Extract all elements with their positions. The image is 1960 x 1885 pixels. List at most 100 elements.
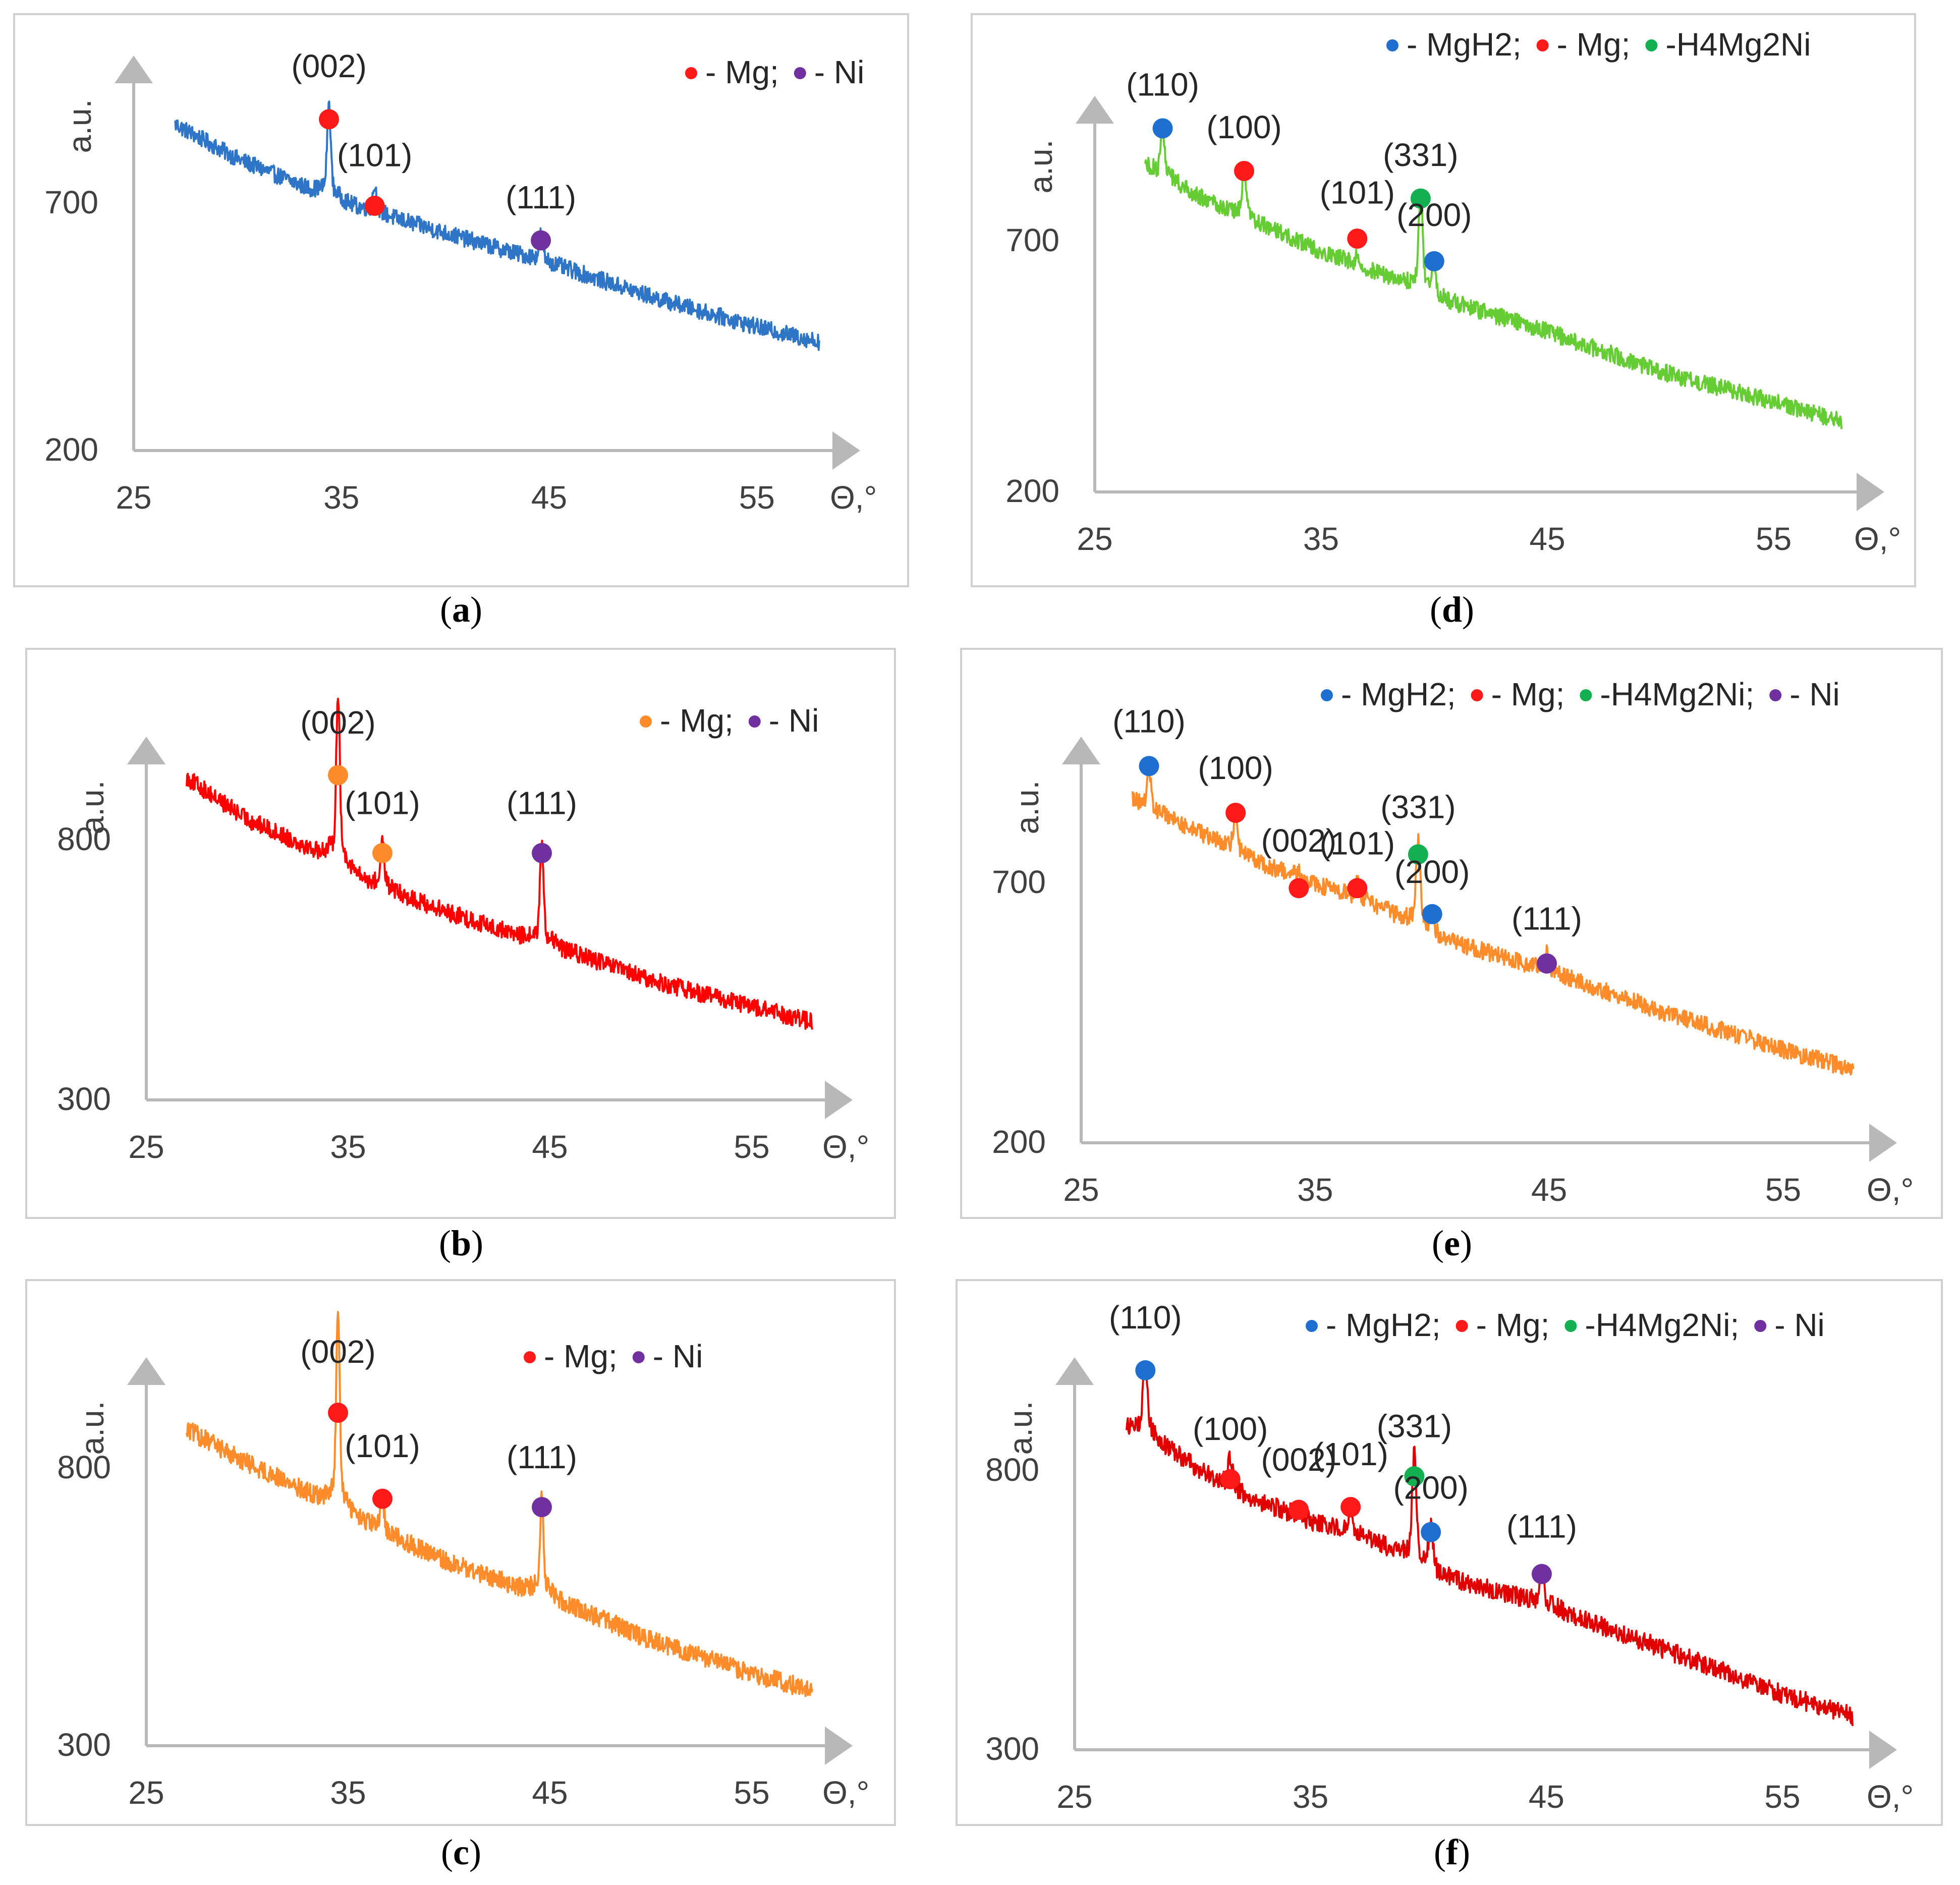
panel-frame xyxy=(25,1279,896,1826)
chart-panel-e: 25 35 45 55 Θ,° 200 700 a.u. (110) (100) (002)(101… xyxy=(960,648,1943,1263)
legend-marker xyxy=(685,67,697,79)
peak-label: (100) xyxy=(1193,1411,1268,1447)
caption-letter: a xyxy=(452,589,470,630)
x-tick-label: 25 xyxy=(128,1775,164,1811)
peak-label: (200) xyxy=(1396,197,1472,233)
y-axis-title: a.u. xyxy=(1002,1401,1039,1455)
y-axis-title: a.u. xyxy=(1023,140,1059,194)
legend-label: - Ni xyxy=(769,702,819,739)
peak-label: (002) xyxy=(1261,822,1336,859)
y-axis-title: a.u. xyxy=(1009,781,1045,835)
xrd-series-line xyxy=(186,1311,813,1697)
legend-label: - Mg; xyxy=(1491,676,1565,712)
legend-label: - MgH2; xyxy=(1341,676,1456,712)
y-axis-arrow xyxy=(127,1357,165,1385)
x-axis-title: Θ,° xyxy=(830,479,877,516)
legend-marker xyxy=(640,715,652,728)
y-tick-label: 300 xyxy=(57,1727,111,1763)
x-tick-label: 55 xyxy=(1764,1779,1800,1815)
y-tick-label: 800 xyxy=(57,1449,111,1485)
x-tick-label: 55 xyxy=(734,1775,769,1811)
legend-label: -H4Mg2Ni xyxy=(1665,26,1811,63)
peak-marker-mg xyxy=(1347,878,1368,899)
panel-frame xyxy=(13,13,909,587)
panel-frame xyxy=(956,1279,1943,1826)
caption-paren: ( xyxy=(441,1832,453,1872)
panel-caption: (f) xyxy=(1434,1832,1470,1872)
chart-panel-a: 25 35 45 55 Θ,° 200 700 a.u. (002) (101) (111) - Mg… xyxy=(13,13,909,630)
peak-label: (101) xyxy=(345,1428,420,1464)
peak-label: (101) xyxy=(1313,1436,1388,1472)
y-tick-label: 200 xyxy=(44,431,98,468)
peak-marker-mg xyxy=(1347,229,1368,249)
peak-label: (110) xyxy=(1126,67,1199,103)
y-tick-label: 700 xyxy=(1005,222,1059,258)
peak-label: (002) xyxy=(1261,1442,1336,1478)
xrd-series-line xyxy=(1125,1363,1854,1727)
peak-label: (331) xyxy=(1377,1408,1452,1445)
legend-label: - Mg; xyxy=(1476,1307,1550,1343)
x-tick-label: 45 xyxy=(532,1129,568,1165)
y-axis-arrow xyxy=(1076,96,1114,124)
peak-marker-mgh2 xyxy=(1152,118,1173,139)
panel-caption: (c) xyxy=(441,1832,481,1872)
panel-caption: (e) xyxy=(1432,1223,1472,1263)
panel-caption: (d) xyxy=(1430,589,1474,630)
peak-marker-h4mg2ni xyxy=(1404,1466,1425,1487)
legend-label: - Ni xyxy=(1774,1307,1825,1343)
peak-label: (110) xyxy=(1112,703,1186,739)
peak-marker-mg xyxy=(328,1403,348,1423)
caption-paren: ( xyxy=(440,589,452,630)
legend-marker xyxy=(1471,689,1483,701)
peak-label: (002) xyxy=(291,48,366,84)
x-tick-label: 25 xyxy=(1056,1779,1092,1815)
y-tick-label: 800 xyxy=(57,821,111,857)
legend-marker xyxy=(794,67,806,79)
x-axis-title: Θ,° xyxy=(822,1129,869,1165)
caption-paren: ) xyxy=(470,589,482,630)
x-tick-label: 25 xyxy=(1063,1172,1099,1208)
legend-marker xyxy=(1536,39,1549,51)
legend-label: - MgH2; xyxy=(1407,26,1522,63)
x-tick-label: 55 xyxy=(739,479,775,516)
y-tick-label: 800 xyxy=(985,1452,1039,1488)
legend-marker xyxy=(632,1351,645,1363)
caption-paren: ) xyxy=(469,1832,481,1872)
x-tick-label: 35 xyxy=(330,1129,366,1165)
x-axis-arrow xyxy=(825,1727,853,1765)
y-tick-label: 300 xyxy=(57,1081,111,1117)
caption-paren: ) xyxy=(1460,1223,1472,1263)
y-tick-label: 200 xyxy=(992,1124,1046,1160)
panel-frame xyxy=(25,648,896,1219)
peak-marker-ni xyxy=(1537,953,1557,974)
y-tick-label: 300 xyxy=(985,1731,1039,1767)
peak-marker-mgh2 xyxy=(1139,756,1159,777)
peak-marker-mg xyxy=(372,843,393,863)
x-tick-label: 25 xyxy=(1077,521,1112,557)
x-tick-label: 25 xyxy=(128,1129,164,1165)
peak-label: (002) xyxy=(300,704,375,741)
peak-marker-mg xyxy=(1220,1469,1241,1489)
peak-marker-ni xyxy=(532,1497,552,1517)
caption-letter: f xyxy=(1446,1832,1459,1872)
peak-marker-mgh2 xyxy=(1421,1522,1441,1542)
peak-marker-ni xyxy=(1531,1564,1552,1584)
legend-marker xyxy=(748,715,761,728)
peak-marker-mgh2 xyxy=(1135,1360,1156,1380)
peak-label: (002) xyxy=(300,1334,375,1370)
y-tick-label: 200 xyxy=(1005,473,1059,509)
legend-marker xyxy=(524,1351,536,1363)
xrd-series-line xyxy=(1144,119,1843,429)
x-tick-label: 35 xyxy=(1303,521,1339,557)
legend-label: - Mg; xyxy=(705,54,779,90)
legend-label: - Mg; xyxy=(1557,26,1631,63)
panel-frame xyxy=(960,648,1943,1219)
peak-label: (111) xyxy=(507,1439,577,1475)
legend-label: - Mg; xyxy=(544,1338,618,1374)
peak-label: (101) xyxy=(345,785,420,821)
peak-label: (200) xyxy=(1393,1469,1468,1506)
y-axis-arrow xyxy=(1055,1357,1094,1385)
peak-marker-mg xyxy=(1289,878,1309,899)
x-tick-label: 45 xyxy=(1529,521,1565,557)
